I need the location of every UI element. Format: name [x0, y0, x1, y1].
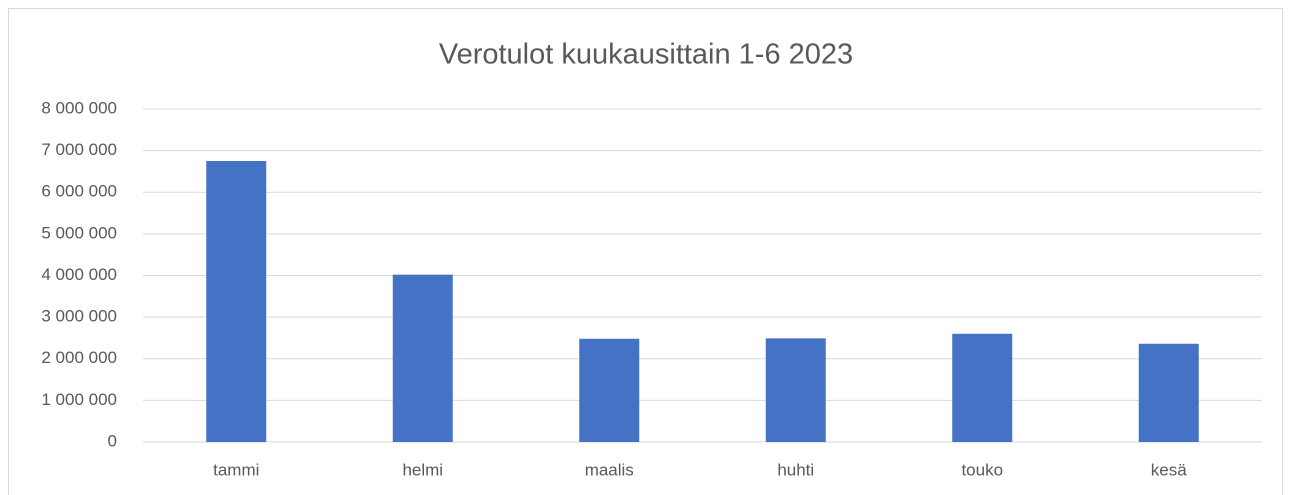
y-tick-label: 7 000 000 — [41, 140, 117, 159]
x-tick-label: maalis — [585, 460, 634, 479]
x-tick-label: kesä — [1151, 460, 1187, 479]
x-tick-label: touko — [961, 460, 1003, 479]
bar — [392, 274, 453, 442]
bar — [765, 338, 826, 442]
y-tick-label: 8 000 000 — [41, 98, 117, 117]
y-tick-label: 6 000 000 — [41, 182, 117, 201]
y-tick-label: 5 000 000 — [41, 223, 117, 242]
y-tick-label: 4 000 000 — [41, 265, 117, 284]
x-tick-label: tammi — [213, 460, 259, 479]
y-tick-label: 0 — [108, 431, 117, 450]
bar — [952, 333, 1013, 442]
bar — [206, 161, 267, 442]
bar — [579, 338, 640, 442]
chart-border — [8, 8, 1283, 495]
x-tick-label: huhti — [777, 460, 814, 479]
y-tick-label: 2 000 000 — [41, 348, 117, 367]
y-tick-label: 1 000 000 — [41, 390, 117, 409]
y-tick-label: 3 000 000 — [41, 307, 117, 326]
bar — [1138, 343, 1199, 442]
x-tick-label: helmi — [402, 460, 443, 479]
chart-title: Verotulot kuukausittain 1-6 2023 — [439, 39, 853, 71]
